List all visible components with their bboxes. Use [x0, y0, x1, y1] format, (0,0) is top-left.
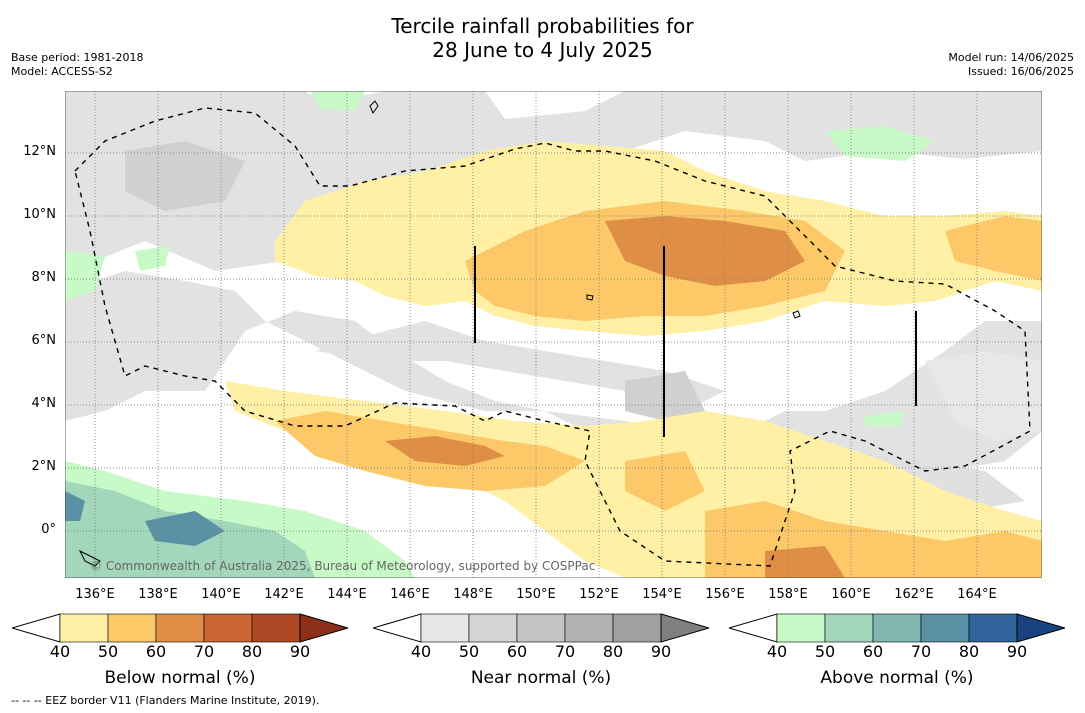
colorbar-1: [373, 613, 709, 643]
colorbar-0: [12, 613, 348, 643]
colorbar-tick-label: 60: [862, 642, 884, 661]
colorbar-segment: [251, 613, 301, 643]
colorbar-segment: [420, 613, 470, 643]
colorbar-tick-label: 70: [910, 642, 932, 661]
x-tick-label: 158°E: [768, 587, 808, 602]
eez-solid-segments: [474, 246, 917, 437]
meta-left: Base period: 1981-2018 Model: ACCESS-S2: [11, 51, 143, 79]
colorbar-low-extension: [12, 613, 61, 643]
colorbar-segment: [155, 613, 205, 643]
colorbar-tick-label: 60: [145, 642, 167, 661]
colorbar-segment: [516, 613, 566, 643]
colorbar-label: Near normal (%): [470, 668, 612, 688]
y-tick-label: 8°N: [31, 270, 57, 285]
y-tick-label: 6°N: [31, 333, 57, 348]
x-tick-label: 142°E: [264, 587, 304, 602]
y-tick-label: 12°N: [23, 144, 56, 159]
colorbar-tick-label: 80: [958, 642, 980, 661]
x-tick-label: 140°E: [201, 587, 241, 602]
colorbar-segment: [564, 613, 614, 643]
map-title: Tercile rainfall probabilities for 28 Ju…: [0, 14, 1085, 62]
copyright-notice: © Commonwealth of Australia 2025, Bureau…: [90, 559, 595, 573]
y-tick-label: 10°N: [23, 207, 56, 222]
colorbar-high-extension: [1016, 613, 1065, 643]
islands: [78, 100, 801, 567]
x-tick-label: 152°E: [579, 587, 619, 602]
colorbar-label: Below normal (%): [104, 668, 256, 688]
colorbar-label: Above normal (%): [820, 668, 974, 688]
colorbar-segment: [824, 613, 874, 643]
model-run: Model run: 14/06/2025: [948, 51, 1074, 64]
map-panel: © Commonwealth of Australia 2025, Bureau…: [65, 91, 1042, 578]
colorbar-high-extension: [299, 613, 348, 643]
colorbar-low-extension: [729, 613, 778, 643]
colorbar-2: [729, 613, 1065, 643]
above-normal-regions: [65, 91, 935, 578]
x-tick-label: 144°E: [327, 587, 367, 602]
colorbar-segment: [468, 613, 518, 643]
eez-border: [74, 107, 1031, 567]
colorbar-segment: [872, 613, 922, 643]
colorbar-tick-label: 60: [506, 642, 528, 661]
y-tick-label: 4°N: [31, 396, 57, 411]
colorbar-tick-label: 80: [241, 642, 263, 661]
title-line-2: 28 June to 4 July 2025: [432, 38, 653, 62]
x-tick-label: 136°E: [75, 587, 115, 602]
colorbar-low-extension: [373, 613, 422, 643]
eez-footnote: -- -- -- EEZ border V11 (Flanders Marine…: [11, 694, 320, 707]
colorbar-tick-label: 50: [458, 642, 480, 661]
colorbar-segment: [203, 613, 253, 643]
x-tick-label: 148°E: [453, 587, 493, 602]
colorbar-tick-label: 40: [766, 642, 788, 661]
meta-right: Model run: 14/06/2025 Issued: 16/06/2025: [948, 51, 1074, 79]
colorbar-segment: [776, 613, 826, 643]
x-tick-label: 150°E: [516, 587, 556, 602]
model-name: Model: ACCESS-S2: [11, 65, 113, 78]
graticule: [65, 91, 1042, 578]
x-tick-label: 146°E: [390, 587, 430, 602]
colorbar-tick-label: 70: [554, 642, 576, 661]
x-tick-label: 156°E: [705, 587, 745, 602]
colorbar-tick-label: 70: [193, 642, 215, 661]
colorbar-tick-label: 90: [1006, 642, 1028, 661]
base-period: Base period: 1981-2018: [11, 51, 144, 64]
issued-date: Issued: 16/06/2025: [967, 65, 1074, 78]
y-tick-label: 0°: [41, 522, 56, 537]
colorbar-segment: [968, 613, 1018, 643]
colorbar-tick-label: 50: [97, 642, 119, 661]
colorbar-tick-label: 90: [650, 642, 672, 661]
x-tick-label: 162°E: [894, 587, 934, 602]
colorbar-segment: [920, 613, 970, 643]
below-normal-regions: [225, 141, 1042, 578]
colorbar-tick-label: 80: [602, 642, 624, 661]
colorbar-tick-label: 50: [814, 642, 836, 661]
colorbar-tick-label: 40: [410, 642, 432, 661]
title-line-1: Tercile rainfall probabilities for: [391, 14, 694, 38]
colorbar-segment: [612, 613, 662, 643]
colorbar-segment: [59, 613, 109, 643]
colorbar-tick-label: 40: [49, 642, 71, 661]
x-tick-label: 160°E: [831, 587, 871, 602]
y-tick-label: 2°N: [31, 459, 57, 474]
colorbar-high-extension: [660, 613, 709, 643]
colorbar-tick-label: 90: [289, 642, 311, 661]
colorbar-segment: [107, 613, 157, 643]
x-tick-label: 154°E: [642, 587, 682, 602]
x-tick-label: 138°E: [138, 587, 178, 602]
x-tick-label: 164°E: [957, 587, 997, 602]
